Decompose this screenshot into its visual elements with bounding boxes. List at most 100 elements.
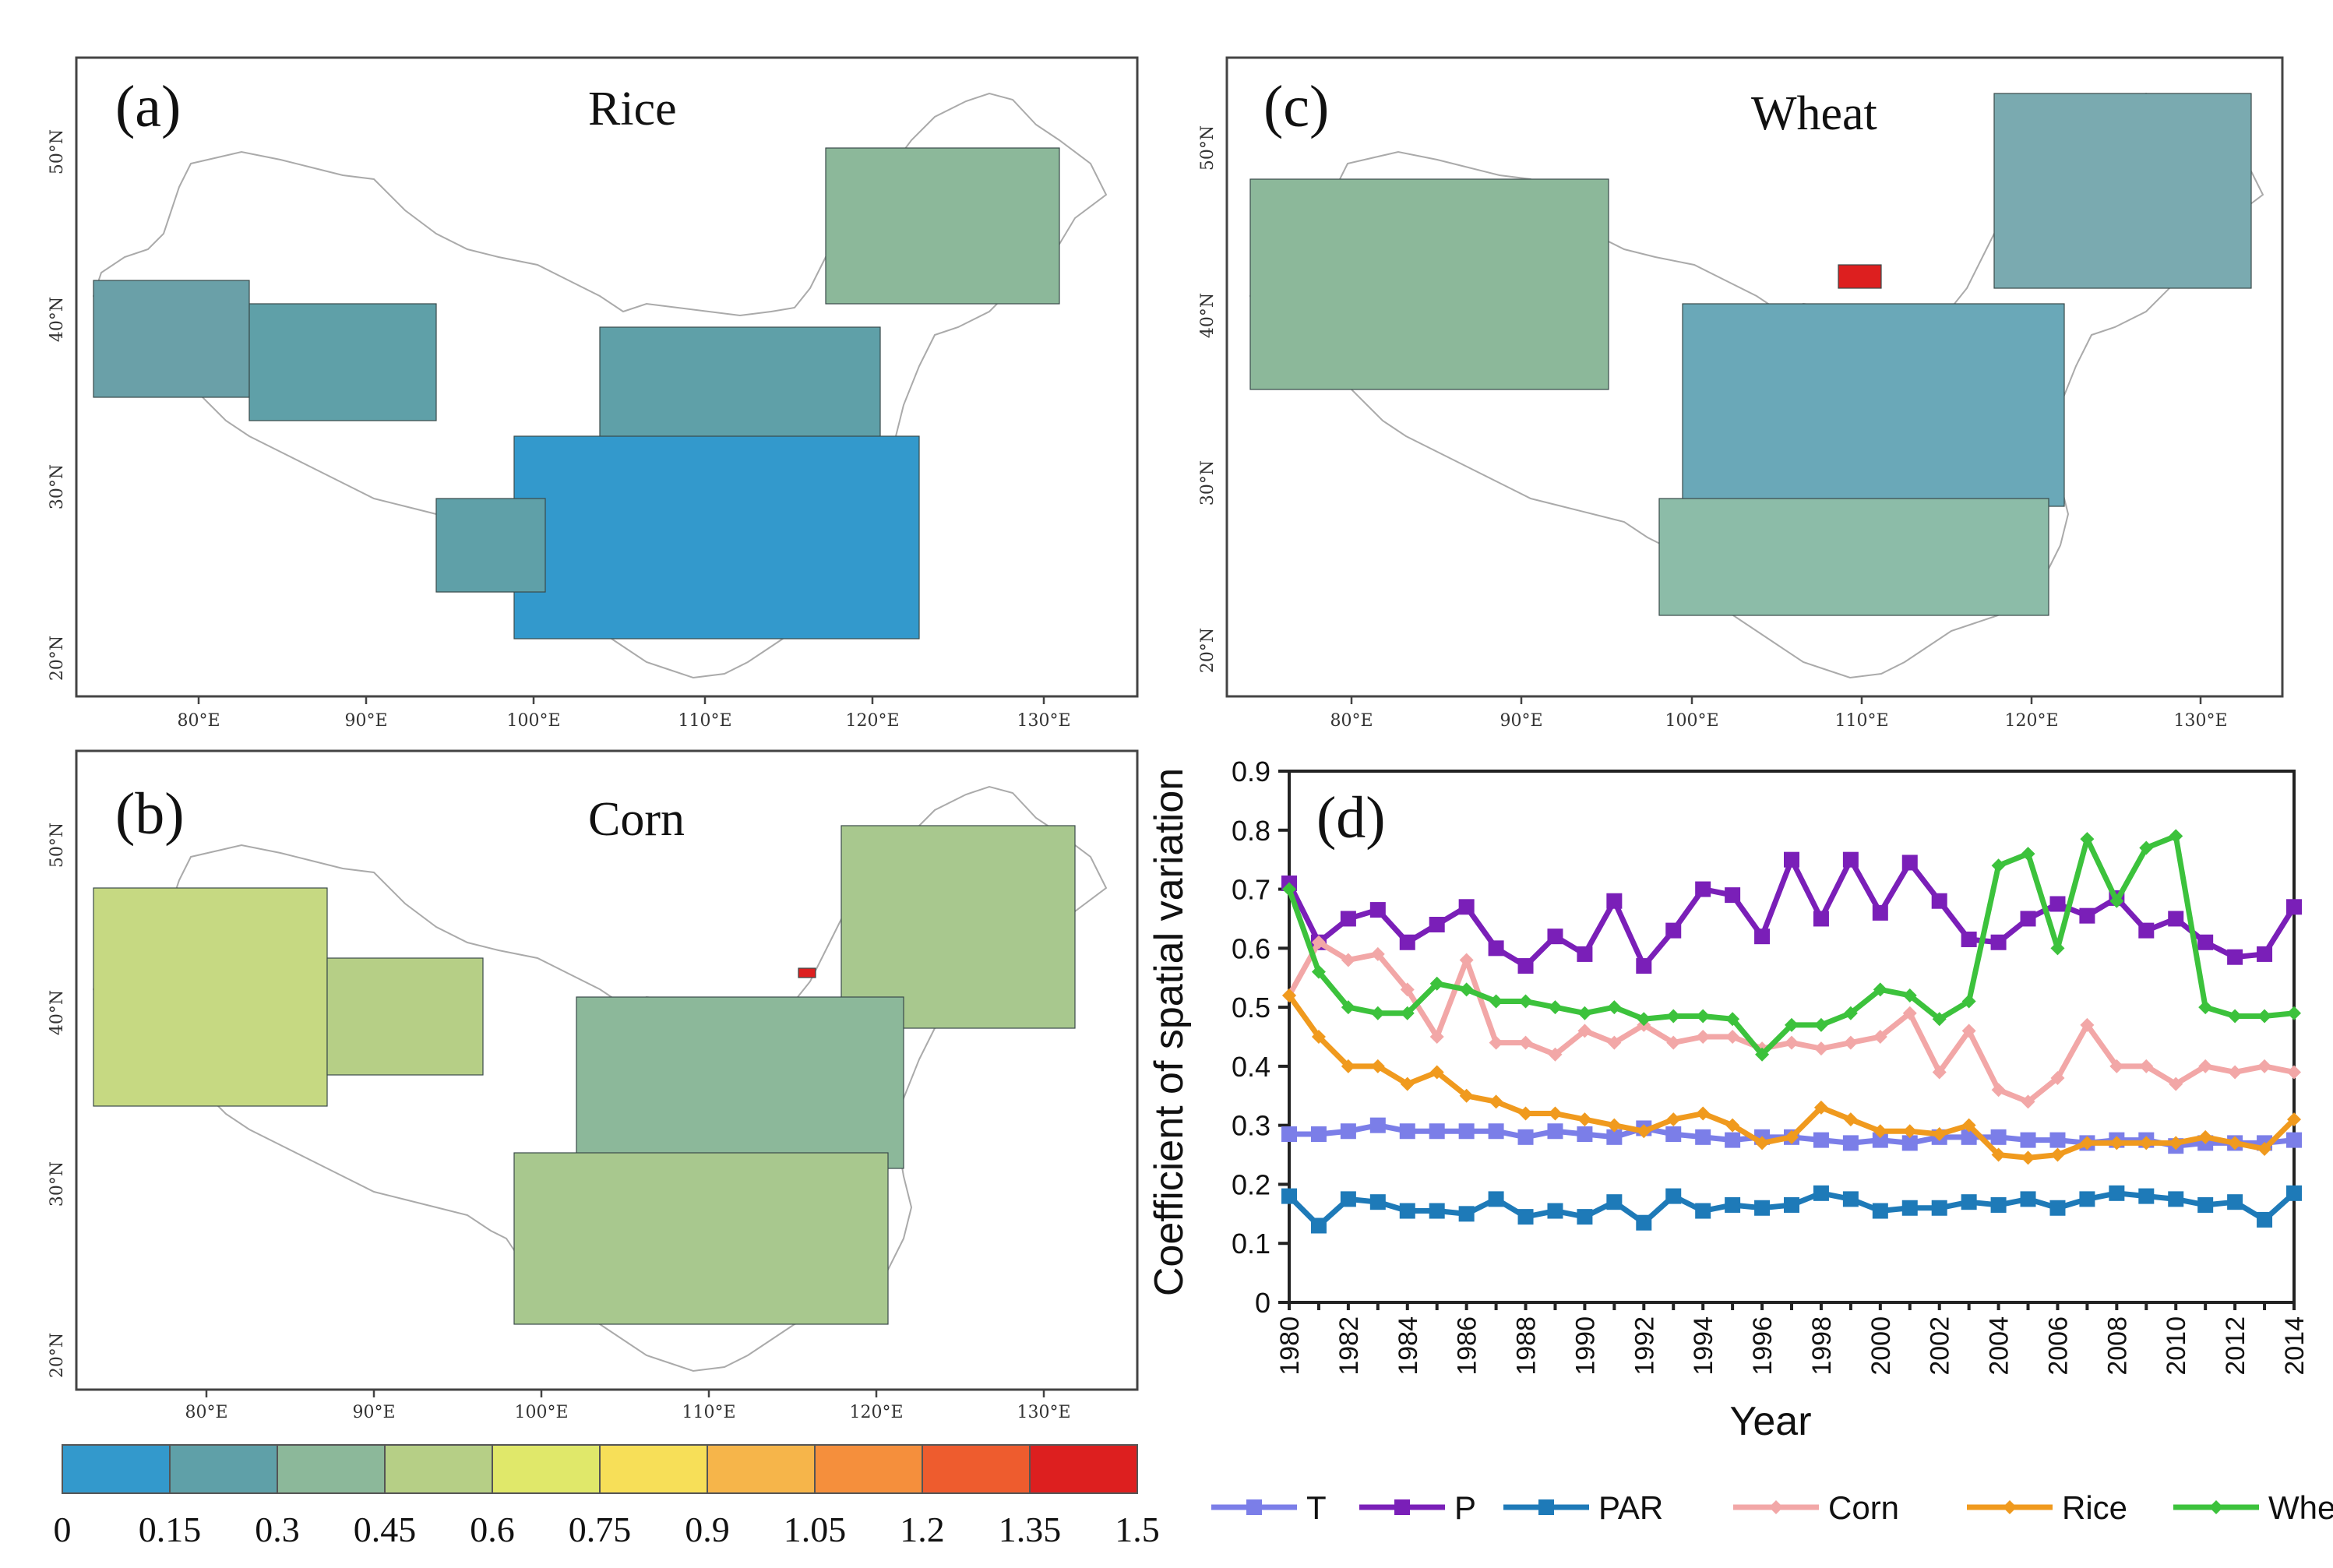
data-point-corn	[2287, 1065, 2301, 1080]
data-point-t	[1488, 1123, 1504, 1140]
data-point-wheat	[1400, 1006, 1415, 1020]
colorbar-tick-label: 1.05	[784, 1510, 847, 1549]
legend-marker-par	[1538, 1499, 1554, 1515]
data-point-par	[1547, 1203, 1563, 1219]
data-point-rice	[2198, 1129, 2213, 1144]
data-point-p	[1931, 893, 1947, 909]
data-point-p	[2020, 911, 2036, 927]
data-point-p	[1458, 899, 1475, 915]
data-point-corn	[2198, 1059, 2213, 1073]
data-point-p	[1665, 922, 1682, 939]
lat-label: 20°N	[1198, 628, 1218, 673]
y-tick-label: 0.3	[1232, 1110, 1270, 1142]
y-tick-label: 0.9	[1232, 756, 1270, 788]
data-point-par	[1310, 1217, 1327, 1234]
y-tick-label: 0.5	[1232, 992, 1270, 1024]
data-point-corn	[1548, 1047, 1563, 1062]
data-point-corn	[2021, 1094, 2035, 1109]
data-point-rice	[1785, 1129, 1799, 1144]
colorbar-swatch	[707, 1444, 816, 1494]
data-point-t	[1310, 1126, 1327, 1143]
data-point-rice	[2080, 1136, 2095, 1150]
data-point-p	[2197, 934, 2214, 950]
data-point-p	[2257, 946, 2273, 962]
data-point-wheat	[1429, 976, 1444, 991]
data-point-par	[2049, 1200, 2066, 1216]
x-tick-label: 1984	[1394, 1316, 1423, 1376]
data-point-par	[1458, 1206, 1475, 1222]
panel-label-b: (b)	[115, 781, 185, 847]
lat-label: 40°N	[48, 297, 67, 342]
lon-axis-a: 80°E 90°E 100°E 110°E 120°E 130°E	[177, 696, 1071, 731]
data-point-wheat	[1725, 1012, 1740, 1027]
lon-label: 100°E	[1665, 711, 1718, 731]
data-point-p	[1784, 851, 1799, 868]
data-point-wheat	[2050, 941, 2065, 956]
data-point-wheat	[1311, 964, 1326, 979]
x-tick-label: 1990	[1570, 1316, 1600, 1376]
data-point-corn	[1370, 946, 1385, 961]
data-point-p	[2138, 922, 2155, 939]
data-point-rice	[1429, 1065, 1444, 1080]
map-frame-a	[75, 56, 1139, 698]
data-point-corn	[1991, 1083, 2006, 1098]
data-point-wheat	[1518, 994, 1533, 1009]
x-tick-label: 1980	[1275, 1316, 1305, 1376]
data-point-corn	[1429, 1030, 1444, 1044]
colorbar-tick-label: 0	[54, 1510, 72, 1549]
data-point-rice	[2139, 1136, 2154, 1150]
data-point-par	[1990, 1196, 2007, 1213]
region-northwest-c	[1249, 178, 1609, 390]
data-point-rice	[1696, 1106, 1711, 1121]
data-point-p	[1488, 940, 1504, 957]
data-point-rice	[1577, 1112, 1592, 1127]
data-point-wheat	[1489, 994, 1503, 1009]
data-point-corn	[2169, 1076, 2183, 1091]
data-point-corn	[2257, 1059, 2272, 1073]
data-point-corn	[1459, 953, 1474, 967]
data-point-wheat	[1577, 1006, 1592, 1020]
data-point-corn	[2139, 1059, 2154, 1073]
data-point-rice	[1518, 1106, 1533, 1121]
colorbar-swatch	[492, 1444, 601, 1494]
lat-label: 20°N	[48, 1333, 67, 1378]
data-point-wheat	[1961, 994, 1976, 1009]
data-point-corn	[2080, 1017, 2095, 1032]
lon-label: 80°E	[177, 711, 220, 731]
line-chart-panel: 0 0.1 0.2 0.3 0.4 0.5 0.6 0.7 0.8 0.9 1980 1982 1984…	[1147, 756, 2333, 1526]
data-point-p	[1429, 917, 1445, 933]
x-tick-label: 2010	[2162, 1316, 2191, 1376]
data-point-wheat	[2257, 1009, 2272, 1024]
colorbar: 0 0.15 0.3 0.45 0.6 0.75 0.9 1.05 1.2 1.35 1.5	[54, 1444, 1160, 1549]
data-point-wheat	[1607, 1000, 1622, 1015]
data-point-par	[1488, 1191, 1504, 1207]
data-point-par	[1901, 1200, 1918, 1216]
legend-label-par: PAR	[1598, 1489, 1663, 1526]
data-point-par	[2079, 1191, 2095, 1207]
data-point-wheat	[1873, 982, 1887, 997]
data-point-rice	[1400, 1076, 1415, 1091]
data-point-par	[1281, 1188, 1297, 1204]
data-point-p	[1901, 854, 1918, 871]
colorbar-tick-label: 1.2	[900, 1510, 945, 1549]
data-point-t	[1695, 1129, 1711, 1145]
region-northeast-c	[1993, 93, 2252, 289]
lon-label: 90°E	[344, 711, 387, 731]
data-point-corn	[1813, 1041, 1828, 1056]
region-northeast-b	[841, 825, 1076, 1029]
data-point-par	[2109, 1185, 2125, 1201]
region-northwest-a	[93, 280, 250, 398]
x-tick-label: 2008	[2102, 1316, 2132, 1376]
chart-axes: 0 0.1 0.2 0.3 0.4 0.5 0.6 0.7 0.8 0.9 1980 1982 1984…	[1232, 756, 2310, 1376]
data-point-corn	[1725, 1030, 1740, 1044]
data-point-t	[1990, 1129, 2007, 1145]
region-south-b	[513, 1152, 889, 1325]
lon-label: 90°E	[352, 1403, 395, 1422]
data-point-t	[1340, 1123, 1356, 1140]
data-point-wheat	[1696, 1009, 1711, 1024]
x-tick-label: 1988	[1512, 1316, 1542, 1376]
x-tick-label: 2006	[2043, 1316, 2073, 1376]
data-point-rice	[1843, 1112, 1858, 1127]
data-point-p	[2227, 949, 2243, 965]
data-point-par	[1665, 1188, 1682, 1204]
